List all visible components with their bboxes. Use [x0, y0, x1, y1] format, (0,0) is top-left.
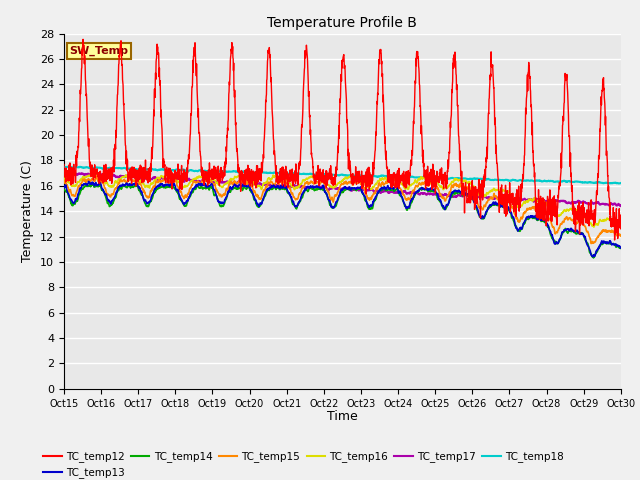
TC_temp12 — [371, 152, 379, 158]
TC_temp15 — [359, 184, 367, 190]
Text: SW_Temp: SW_Temp — [70, 46, 129, 56]
TC_temp14 — [589, 255, 597, 261]
TC_temp18 — [359, 173, 367, 179]
Title: Temperature Profile B: Temperature Profile B — [268, 16, 417, 30]
TC_temp17 — [60, 170, 68, 176]
TC_temp14 — [359, 191, 367, 196]
TC_temp14 — [568, 228, 575, 234]
TC_temp13 — [504, 204, 512, 210]
TC_temp14 — [216, 202, 223, 207]
TC_temp12 — [584, 220, 591, 226]
Line: TC_temp16: TC_temp16 — [64, 174, 621, 227]
TC_temp15 — [584, 229, 591, 235]
TC_temp12 — [60, 162, 68, 168]
TC_temp12 — [79, 36, 87, 42]
TC_temp18 — [371, 173, 379, 179]
Line: TC_temp18: TC_temp18 — [64, 167, 621, 183]
TC_temp18 — [614, 180, 622, 186]
Line: TC_temp13: TC_temp13 — [64, 181, 621, 257]
TC_temp14 — [371, 198, 379, 204]
TC_temp13 — [584, 241, 591, 247]
TC_temp12 — [617, 226, 625, 232]
TC_temp12 — [568, 189, 575, 194]
TC_temp13 — [359, 190, 367, 195]
Line: TC_temp14: TC_temp14 — [64, 184, 621, 258]
TC_temp12 — [611, 237, 618, 243]
TC_temp16 — [60, 175, 68, 180]
TC_temp17 — [504, 195, 512, 201]
TC_temp18 — [584, 180, 591, 186]
Line: TC_temp17: TC_temp17 — [64, 172, 621, 206]
TC_temp12 — [359, 179, 367, 185]
TC_temp17 — [371, 189, 379, 194]
TC_temp13 — [617, 245, 625, 251]
TC_temp17 — [70, 169, 77, 175]
TC_temp17 — [617, 203, 625, 209]
TC_temp18 — [504, 178, 512, 183]
TC_temp15 — [92, 174, 100, 180]
TC_temp16 — [371, 182, 379, 188]
TC_temp14 — [504, 207, 512, 213]
TC_temp13 — [589, 254, 596, 260]
TC_temp13 — [568, 227, 575, 232]
TC_temp13 — [371, 196, 379, 202]
TC_temp16 — [504, 188, 512, 194]
TC_temp18 — [216, 168, 223, 174]
TC_temp18 — [60, 164, 68, 169]
TC_temp16 — [568, 207, 575, 213]
TC_temp16 — [590, 224, 598, 230]
TC_temp17 — [616, 204, 624, 209]
TC_temp13 — [216, 199, 223, 204]
Legend: TC_temp12, TC_temp13, TC_temp14, TC_temp15, TC_temp16, TC_temp17, TC_temp18: TC_temp12, TC_temp13, TC_temp14, TC_temp… — [38, 447, 568, 480]
TC_temp13 — [85, 179, 93, 184]
Y-axis label: Temperature (C): Temperature (C) — [22, 160, 35, 262]
TC_temp14 — [89, 181, 97, 187]
TC_temp14 — [584, 240, 591, 246]
TC_temp17 — [584, 201, 591, 206]
TC_temp16 — [584, 217, 591, 223]
TC_temp15 — [617, 233, 625, 239]
TC_temp12 — [216, 182, 223, 188]
TC_temp14 — [60, 186, 68, 192]
TC_temp16 — [617, 222, 625, 228]
Line: TC_temp15: TC_temp15 — [64, 177, 621, 243]
TC_temp14 — [617, 245, 625, 251]
TC_temp17 — [568, 200, 575, 206]
TC_temp12 — [504, 199, 512, 205]
TC_temp13 — [60, 183, 68, 189]
TC_temp16 — [216, 183, 223, 189]
X-axis label: Time: Time — [327, 410, 358, 423]
TC_temp15 — [588, 240, 595, 246]
Line: TC_temp12: TC_temp12 — [64, 39, 621, 240]
TC_temp15 — [568, 217, 575, 223]
TC_temp16 — [359, 180, 367, 185]
TC_temp15 — [371, 191, 379, 196]
TC_temp18 — [617, 180, 625, 186]
TC_temp18 — [568, 179, 575, 185]
TC_temp17 — [216, 178, 223, 184]
TC_temp18 — [60, 164, 68, 170]
TC_temp16 — [88, 171, 96, 177]
TC_temp17 — [359, 187, 367, 192]
TC_temp15 — [216, 193, 223, 199]
TC_temp15 — [504, 198, 512, 204]
TC_temp15 — [60, 178, 68, 183]
